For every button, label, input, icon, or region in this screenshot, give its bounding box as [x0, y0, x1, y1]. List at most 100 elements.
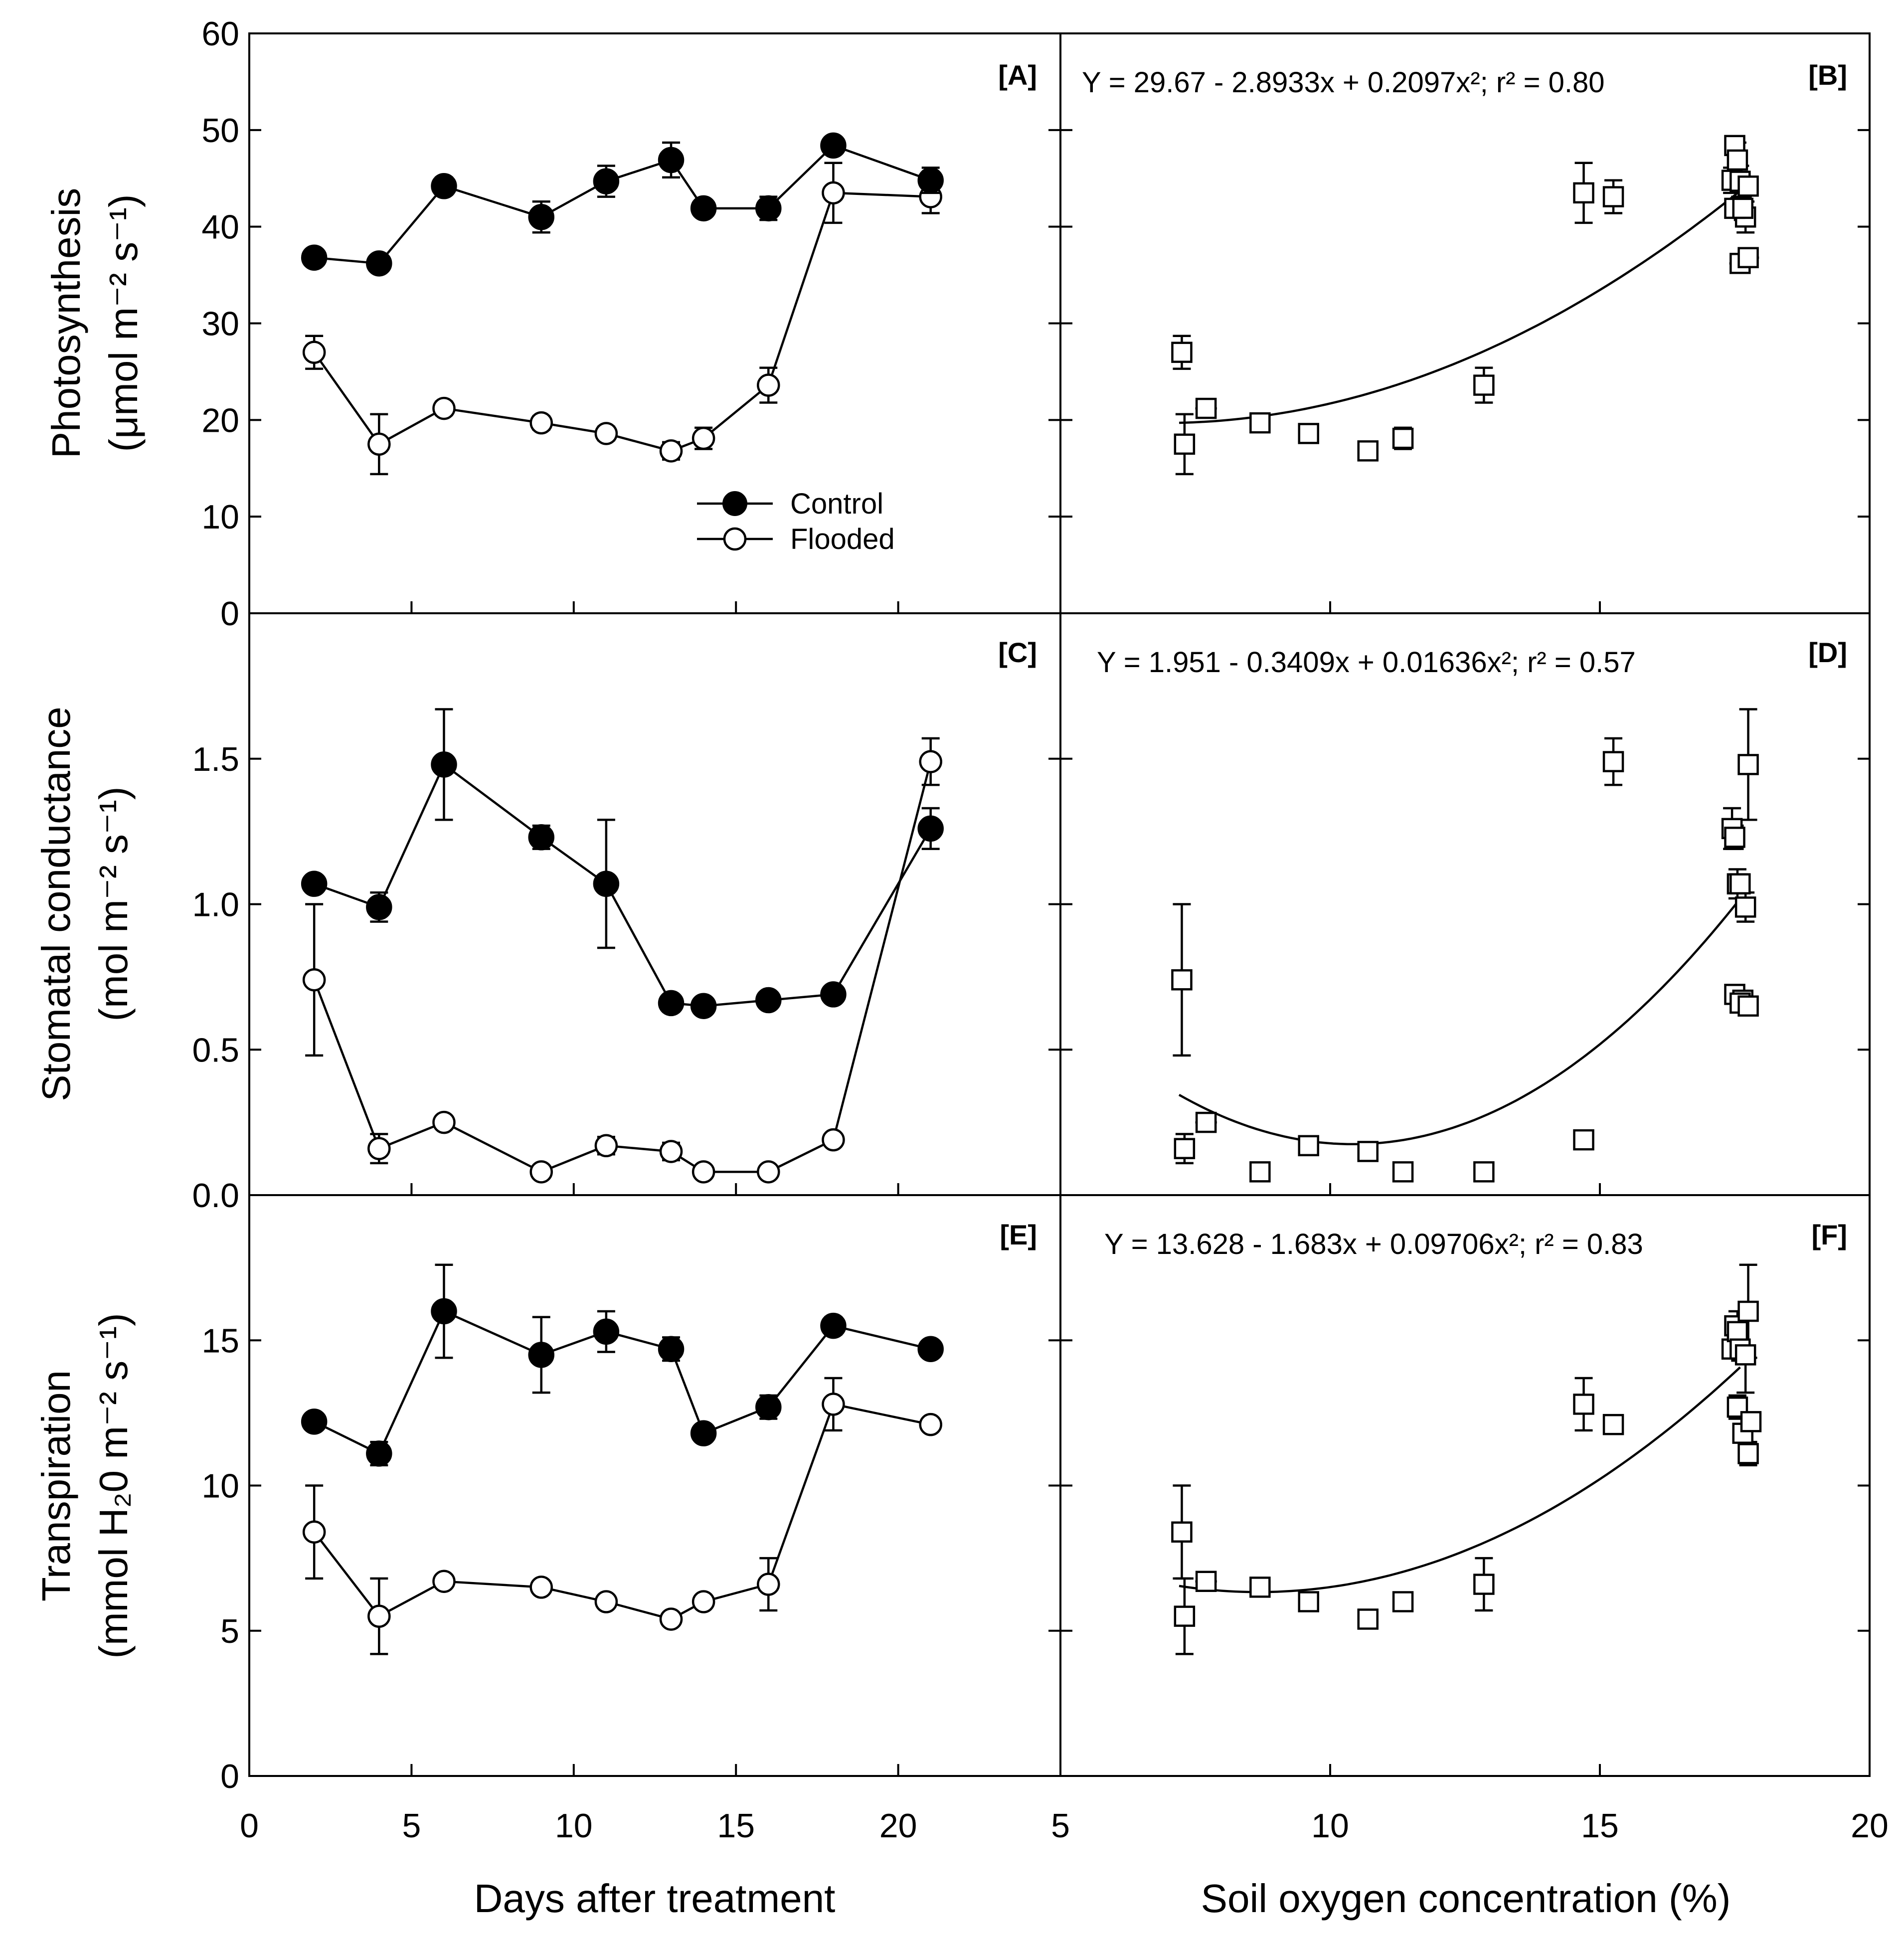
panel1-flooded-line — [313, 191, 931, 452]
panel1-ytick-label: 0 — [220, 595, 239, 633]
panel5-control-point — [690, 1420, 717, 1446]
panel1-flooded-point — [367, 432, 391, 456]
panel4-group — [1059, 708, 1871, 1196]
panel5-flooded-line — [313, 1403, 931, 1620]
panel5-xtick-label: 15 — [717, 1807, 755, 1845]
panel1-ytick-label: 50 — [201, 112, 239, 150]
panel3-control-point — [820, 981, 847, 1008]
xlabel-days: Days after treatment — [474, 1876, 836, 1921]
panel5-control-point — [658, 1336, 685, 1362]
panel5-xtick-label: 0 — [240, 1807, 259, 1845]
panel1-control-point — [301, 244, 328, 271]
panel4-point — [1174, 1138, 1196, 1159]
panel1-flooded-point — [594, 422, 618, 445]
panel3-flooded-point — [367, 1137, 391, 1160]
panel2-point — [1249, 412, 1271, 434]
legend-control-marker — [722, 491, 747, 516]
panel1-ytick-label: 60 — [201, 15, 239, 53]
panel4-point — [1602, 751, 1624, 772]
panel6-point — [1737, 1443, 1759, 1464]
panel6-point — [1195, 1571, 1217, 1592]
panel6-point — [1392, 1591, 1414, 1612]
panel1-flooded-point — [692, 426, 715, 450]
panel6-point — [1174, 1605, 1196, 1627]
panel4-point — [1573, 1129, 1594, 1151]
panel5-flooded-point — [757, 1573, 780, 1596]
panel1-flooded-point — [302, 341, 326, 364]
panel3-flooded-point — [529, 1160, 553, 1184]
panel2-point — [1473, 374, 1495, 396]
panel4-point — [1473, 1161, 1495, 1183]
panel5-control-point — [755, 1394, 782, 1420]
panel4-point — [1730, 873, 1751, 894]
panel1-ytick-label: 30 — [201, 305, 239, 343]
panel5-control-point — [431, 1298, 457, 1325]
panel5-flooded-point — [367, 1604, 391, 1628]
panel4-point — [1171, 969, 1193, 991]
panel6-point — [1298, 1591, 1319, 1612]
legend: Control Flooded — [697, 488, 895, 555]
panel2-point — [1174, 433, 1196, 455]
panel5-control-line — [314, 1310, 931, 1455]
panel2-point — [1357, 440, 1379, 462]
panel2-regression-curve — [1179, 190, 1741, 424]
panel5-flooded-point — [432, 1570, 456, 1593]
panel5-series-control — [301, 1263, 944, 1467]
panel3-control-point — [528, 824, 554, 851]
panel5-ytick-label: 15 — [201, 1322, 239, 1360]
panel4-point — [1195, 1111, 1217, 1133]
panel2-point — [1298, 423, 1319, 444]
panel3-flooded-point — [659, 1140, 683, 1163]
panel3-control-line — [314, 762, 932, 1007]
panel4-point — [1298, 1135, 1319, 1157]
panel5-flooded-point — [919, 1412, 942, 1436]
panel3-series-flooded — [302, 737, 942, 1184]
panel3-flooded-point — [919, 750, 942, 773]
panel1-control-point — [431, 173, 457, 199]
panel5-ytick-label: 10 — [201, 1467, 239, 1505]
panel3-control-point — [366, 894, 392, 920]
panel1-control-point — [690, 195, 717, 222]
panel5-flooded-point — [529, 1576, 553, 1599]
panel6-point — [1602, 1413, 1624, 1435]
panel1-control-point — [366, 250, 392, 277]
panel2-point — [1171, 342, 1193, 363]
panel3-flooded-point — [432, 1110, 456, 1134]
panel1-control-point — [528, 204, 554, 230]
panel2-point — [1737, 176, 1759, 197]
panel6-point — [1727, 1321, 1748, 1343]
panel5-series-flooded — [302, 1377, 942, 1655]
panel2-point — [1732, 197, 1753, 219]
panel5-xtick-label: 10 — [555, 1807, 593, 1845]
panel3-control-point — [658, 990, 685, 1017]
panel1-series-control — [301, 132, 944, 277]
panel6-point — [1727, 1396, 1748, 1418]
panel6-point — [1737, 1300, 1759, 1322]
panel1-flooded-point — [659, 439, 683, 463]
panel1-control-point — [755, 195, 782, 222]
panel4-point — [1737, 995, 1759, 1017]
panel2-point — [1737, 247, 1759, 268]
panel1-flooded-point — [757, 373, 780, 397]
panel3-control-point — [593, 871, 620, 897]
panel1-group: 0 10 20 30 40 50 60 — [201, 15, 1060, 633]
panel5-ytick-label: 5 — [220, 1612, 239, 1650]
panel5-flooded-point — [659, 1607, 683, 1631]
panel3-flooded-point — [692, 1160, 715, 1184]
panel5-control-point — [528, 1342, 554, 1368]
ylabel-stomatal-conductance-units: (mol m⁻² s⁻¹) — [91, 786, 136, 1021]
panel2-point — [1195, 397, 1217, 419]
panel5-group: 0 5 10 15 0 5 10 15 20 — [201, 1263, 1060, 1845]
panel2-point — [1602, 186, 1624, 207]
panel6-xtick-label: 15 — [1581, 1807, 1619, 1845]
panel6-group: 5 10 15 20 — [1051, 1263, 1889, 1845]
panel1-control-point — [658, 147, 685, 174]
panel5-control-point — [366, 1440, 392, 1467]
panel6-point — [1740, 1411, 1762, 1432]
panel1-series-flooded — [302, 162, 942, 476]
panel5-flooded-point — [822, 1393, 845, 1416]
panel-label-b: [B] — [1808, 59, 1847, 91]
ylabel-transpiration-units: (mmol H₂0 m⁻² s⁻¹) — [91, 1313, 136, 1658]
panel6-xtick-label: 10 — [1311, 1807, 1349, 1845]
